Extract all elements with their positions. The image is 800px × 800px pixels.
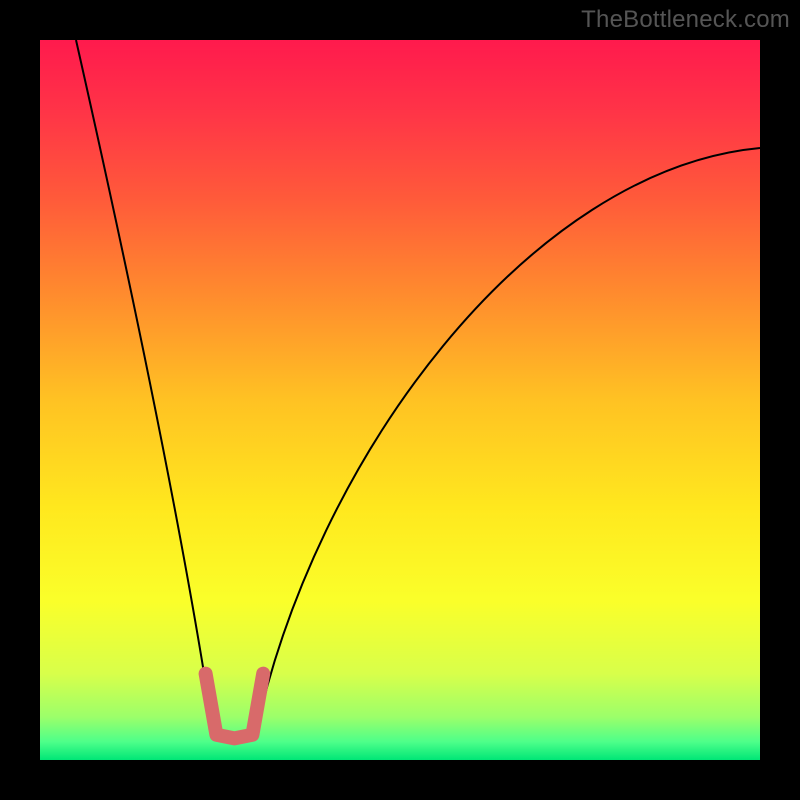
chart-root: TheBottleneck.com: [0, 0, 800, 800]
bottleneck-chart: [0, 0, 800, 800]
watermark-text: TheBottleneck.com: [581, 6, 790, 34]
gradient-background: [40, 40, 760, 760]
